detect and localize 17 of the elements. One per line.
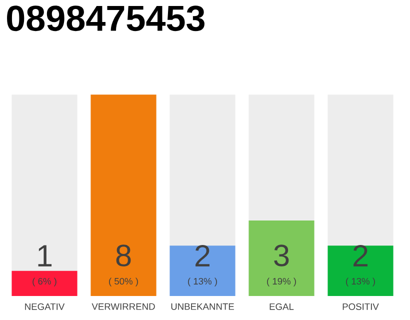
x-tick-label: VERWIRREND	[92, 303, 155, 310]
data-label: 8	[116, 244, 131, 266]
x-tick-label: UNBEKANNTE	[171, 303, 234, 310]
chart-title: 0898475453	[7, 6, 204, 32]
annotation: ( 50% )	[109, 278, 138, 286]
data-label: 2	[196, 244, 210, 266]
data-label: 1	[38, 245, 52, 266]
x-tick-label: POSITIV	[342, 303, 379, 310]
data-label: 2	[354, 244, 368, 266]
annotation: ( 19% )	[267, 278, 296, 286]
x-tick-label: NEGATIV	[25, 303, 65, 310]
annotation: ( 13% )	[188, 278, 217, 286]
x-tick-label: EGAL	[270, 303, 294, 310]
annotation: ( 13% )	[346, 278, 375, 286]
annotation: ( 6% )	[32, 278, 56, 286]
data-label: 3	[274, 244, 289, 266]
bar	[12, 270, 78, 296]
